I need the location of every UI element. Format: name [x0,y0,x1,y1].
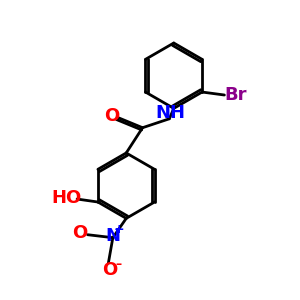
Text: O: O [72,224,87,242]
Text: O: O [104,107,120,125]
Text: +: + [114,223,125,236]
Text: NH: NH [156,104,186,122]
Text: Br: Br [224,86,247,104]
Text: O: O [102,261,118,279]
Text: HO: HO [52,189,82,207]
Text: –: – [116,258,122,271]
Text: N: N [105,227,120,245]
